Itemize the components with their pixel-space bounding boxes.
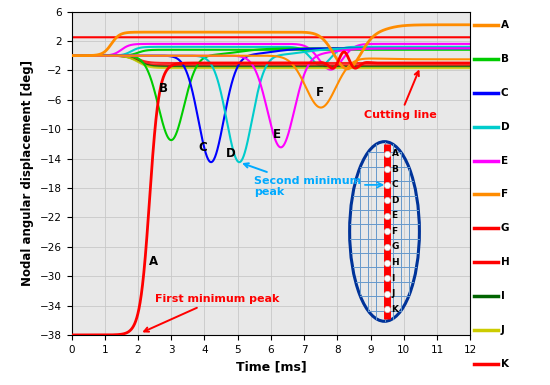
Text: B: B [500,54,509,64]
Text: Second minimum
peak: Second minimum peak [244,163,361,197]
Text: K: K [500,359,509,369]
Text: J: J [500,325,504,335]
Text: A: A [500,20,509,30]
Text: B: B [158,82,168,95]
Text: E: E [273,128,280,141]
Text: I: I [500,291,504,301]
Text: D: D [226,147,236,160]
Text: D: D [500,122,509,132]
Y-axis label: Nodal angular displacement [deg]: Nodal angular displacement [deg] [21,60,34,286]
Text: C: C [500,88,508,98]
X-axis label: Time [ms]: Time [ms] [235,360,306,373]
Text: E: E [500,156,508,166]
Text: C: C [199,141,207,154]
Text: F: F [500,189,508,199]
Text: F: F [316,86,324,99]
Text: First minimum peak: First minimum peak [144,294,279,331]
Text: G: G [500,223,509,233]
Text: A: A [148,255,158,268]
Text: Cutting line: Cutting line [364,71,437,120]
Text: H: H [500,257,509,267]
